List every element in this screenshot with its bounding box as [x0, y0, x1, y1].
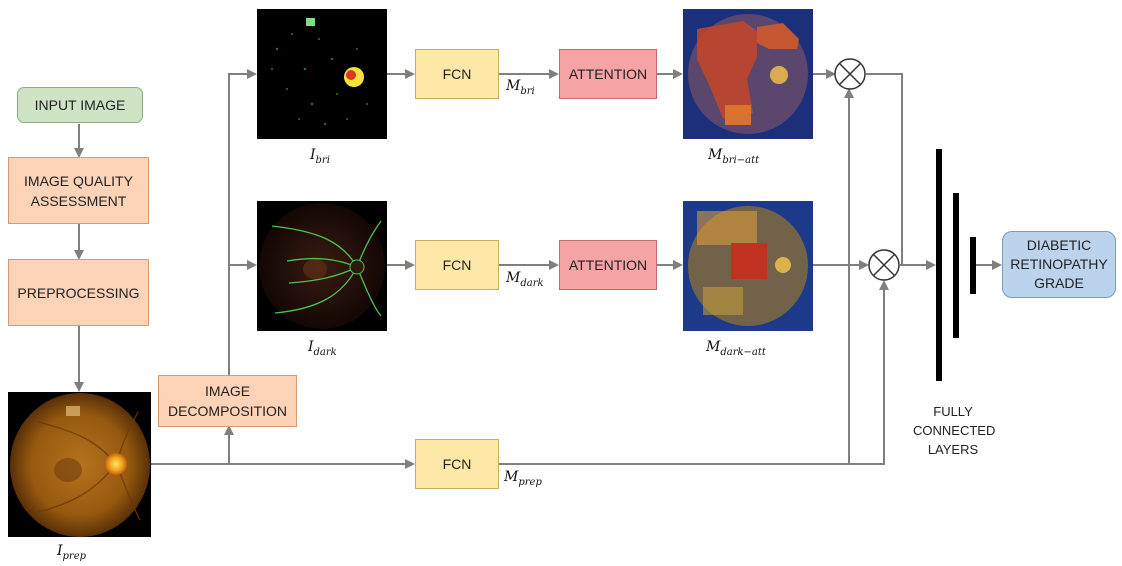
fcn-box-dark: FCN — [415, 240, 499, 290]
label-m-dark: Mdark — [506, 270, 544, 289]
multiply-circle-dark — [868, 249, 900, 281]
grade-label-line1: DIABETIC — [1026, 237, 1092, 253]
attention-label: ATTENTION — [568, 257, 648, 273]
attention-box-bright: ATTENTION — [559, 49, 657, 99]
fully-connected-layers-label: FULLY CONNECTED LAYERS — [913, 404, 996, 457]
decomposition-label-line1: IMAGE — [204, 383, 251, 399]
decomposition-label-line2: DECOMPOSITION — [167, 403, 287, 419]
bright-attention-map-image — [683, 9, 813, 139]
label-m-prep: Mprep — [504, 469, 542, 488]
attention-label: ATTENTION — [568, 66, 648, 82]
quality-label-line2: ASSESSMENT — [30, 192, 127, 209]
preprocessing-box: PREPROCESSING — [8, 259, 149, 326]
fcn-label: FCN — [442, 456, 472, 472]
label-m-bri-att: Mbri−att — [708, 147, 760, 166]
attention-box-dark: ATTENTION — [559, 240, 657, 290]
label-m-dark-att: Mdark−att — [706, 339, 766, 358]
grade-label-line3: GRADE — [1034, 275, 1084, 291]
fcn-box-prep: FCN — [415, 439, 499, 489]
fc-layer-bar-2 — [953, 193, 959, 338]
fcn-label: FCN — [442, 66, 472, 82]
fcn-label: FCN — [442, 257, 472, 273]
label-i-bri: Ibri — [310, 147, 330, 166]
image-decomposition-box: IMAGE DECOMPOSITION — [158, 375, 297, 427]
preprocessed-fundus-image — [8, 392, 151, 537]
dark-component-image — [257, 201, 387, 331]
fc-layer-bar-1 — [936, 149, 942, 381]
image-quality-assessment-box: IMAGE QUALITY ASSESSMENT — [8, 157, 149, 224]
label-m-bri: Mbri — [506, 78, 535, 97]
dark-attention-map-image — [683, 201, 813, 331]
grade-label-line2: RETINOPATHY — [1010, 256, 1108, 272]
bright-component-image — [257, 9, 387, 139]
multiply-circle-bright — [834, 58, 866, 90]
fcn-box-bright: FCN — [415, 49, 499, 99]
dr-grade-box: DIABETIC RETINOPATHY GRADE — [1002, 231, 1116, 298]
input-image-box: INPUT IMAGE — [17, 87, 143, 123]
preprocessing-label: PREPROCESSING — [17, 284, 140, 301]
quality-label-line1: IMAGE QUALITY — [24, 172, 133, 189]
label-i-dark: Idark — [308, 339, 337, 358]
input-image-label: INPUT IMAGE — [34, 97, 126, 113]
label-i-prep: Iprep — [57, 543, 87, 562]
fc-layer-bar-3 — [970, 237, 976, 294]
